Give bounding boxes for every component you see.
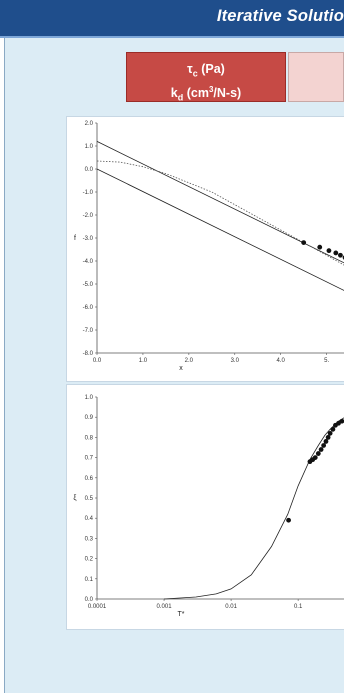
data-point xyxy=(327,430,333,436)
dimensionless-time-plot: 1.0 0.9 0.8 0.7 0.6 0.5 0.4 0.3 0.2 0.1 0.00.0001 0… xyxy=(73,395,344,618)
tau-c-label: τc (Pa) xyxy=(187,62,225,79)
data-point xyxy=(317,244,323,250)
y-axis-label: f xyxy=(74,235,76,242)
data-point xyxy=(330,426,336,432)
dimensionless-time-chart: 1.0 0.9 0.8 0.7 0.6 0.5 0.4 0.3 0.2 0.1 0.0 0.0001 0… xyxy=(66,384,344,630)
x-tick-label: 0.0 xyxy=(93,358,102,364)
x-tick-label: 3.0 xyxy=(231,358,240,364)
y-tick-label: 0.4 xyxy=(85,516,94,522)
data-point xyxy=(338,252,343,258)
y-tick-label: -1.0 xyxy=(83,190,94,196)
x-tick-label: 0.001 xyxy=(157,604,173,610)
dotted-curve-line xyxy=(96,160,344,266)
y-tick-label: 1.0 xyxy=(85,395,94,401)
data-point xyxy=(339,418,344,424)
data-point xyxy=(315,451,321,456)
y-tick-label: -2.0 xyxy=(83,213,94,219)
kd-label: kd (cm3/N-s) xyxy=(170,84,242,103)
data-point xyxy=(333,250,339,256)
x-tick-label: 5. xyxy=(324,358,329,364)
y-tick-label: 0.3 xyxy=(85,536,94,542)
parameter-value-cell[interactable] xyxy=(288,52,344,102)
solid-series-line xyxy=(96,168,344,291)
y-tick-label: -4.0 xyxy=(83,259,94,265)
data-point xyxy=(321,443,327,448)
y-tick-label: 0.7 xyxy=(85,456,94,462)
data-point xyxy=(326,248,332,254)
y-tick-label: -7.0 xyxy=(83,328,94,334)
solid-series-line xyxy=(96,141,344,264)
parameter-label-cell: τc (Pa) kd (cm3/N-s) xyxy=(126,52,286,102)
y-tick-label: -5.0 xyxy=(83,282,94,288)
data-point xyxy=(323,439,329,444)
data-point xyxy=(301,240,307,245)
y-tick-label: 0.0 xyxy=(85,167,94,173)
solid-series-line xyxy=(163,417,344,600)
y-tick-label: -8.0 xyxy=(83,351,94,357)
x-tick-label: 4.0 xyxy=(277,358,286,364)
y-tick-label: 0.2 xyxy=(85,557,94,563)
y-tick-label: -6.0 xyxy=(83,305,94,311)
data-point xyxy=(318,447,324,452)
y-tick-label: 1.0 xyxy=(85,144,94,150)
parameter-row: τc (Pa) kd (cm3/N-s) xyxy=(126,52,344,104)
y-tick-label: 0.0 xyxy=(85,597,94,603)
x-tick-label: 0.0001 xyxy=(88,604,107,610)
y-tick-label: 0.1 xyxy=(85,577,94,583)
x-tick-label: 0.01 xyxy=(225,604,237,610)
y-tick-label: 0.5 xyxy=(85,496,94,502)
title-bar: Iterative Solutio xyxy=(0,0,344,38)
page-title: Iterative Solutio xyxy=(216,7,344,25)
x-axis-label: x xyxy=(179,365,183,372)
linear-transform-plot: 2.0 1.0 0.0 -1.0 -2.0 -3.0 -4.0 -5.0 -6.0 -7.0 -8.… xyxy=(74,121,344,372)
y-tick-label: 0.9 xyxy=(85,415,94,421)
linear-transform-chart: 2.0 1.0 0.0 -1.0 -2.0 -3.0 -4.0 -5.0 -6.0 -7.0 -8.… xyxy=(66,116,344,382)
y-tick-label: 0.8 xyxy=(85,435,94,441)
y-tick-label: 0.6 xyxy=(85,476,94,482)
y-tick-label: -3.0 xyxy=(83,236,94,242)
y-tick-label: 2.0 xyxy=(85,121,94,127)
x-tick-label: 1.0 xyxy=(139,358,148,364)
data-point xyxy=(312,455,318,460)
data-point xyxy=(325,435,331,440)
x-tick-label: 0.1 xyxy=(294,604,303,610)
data-point xyxy=(286,517,291,523)
y-axis-label: ξ xyxy=(73,495,76,502)
x-tick-label: 2.0 xyxy=(185,358,194,364)
x-axis-label: T* xyxy=(178,611,185,618)
